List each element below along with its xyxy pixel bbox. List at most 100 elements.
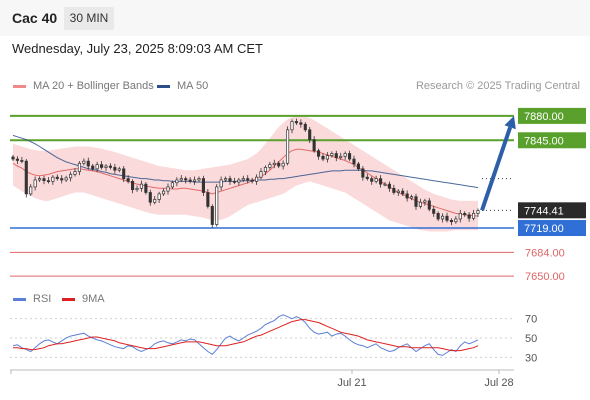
timestamp: Wednesday, July 23, 2025 8:09:03 AM CET <box>12 41 263 56</box>
bearish-candle <box>312 139 316 152</box>
x-axis-tick-label: Jul 28 <box>484 377 513 389</box>
bearish-candle <box>100 164 104 168</box>
bullish-candle <box>410 196 414 199</box>
bearish-candle <box>188 179 192 182</box>
bearish-candle <box>15 158 19 161</box>
bearish-candle <box>277 162 281 167</box>
bullish-candle <box>193 179 197 182</box>
bearish-candle <box>55 176 59 179</box>
ma50-line <box>12 134 479 189</box>
bullish-candle <box>272 162 276 165</box>
bullish-candle <box>343 153 347 157</box>
current-price-label: 7744.41 <box>524 205 564 217</box>
bearish-candle <box>113 167 117 171</box>
bearish-candle <box>449 220 453 223</box>
bullish-candle <box>472 213 476 219</box>
bearish-candle <box>144 183 148 193</box>
bearish-candle <box>206 192 210 207</box>
bearish-candle <box>60 178 64 181</box>
resistance-level-label: 7845.00 <box>524 135 564 147</box>
bullish-candle <box>135 187 139 191</box>
bullish-candle <box>104 165 108 168</box>
bearish-candle <box>46 180 50 183</box>
rsi-swatch <box>13 297 26 301</box>
bearish-candle <box>42 178 46 182</box>
ma9-swatch <box>62 297 75 301</box>
bearish-candle <box>246 178 250 181</box>
forecast-arrow-head <box>504 115 516 130</box>
bearish-candle <box>250 179 254 182</box>
bearish-candle <box>361 168 365 178</box>
pivot-level-tag <box>518 220 586 237</box>
bearish-candle <box>317 150 321 157</box>
ma50-label: MA 50 <box>177 80 209 92</box>
ma20-line <box>12 148 479 217</box>
forecast-arrow-shaft <box>480 126 513 211</box>
ma20-label: MA 20 + Bollinger Bands <box>33 80 154 92</box>
bullish-candle <box>139 183 143 189</box>
bullish-candle <box>441 215 445 220</box>
bearish-candle <box>201 178 205 193</box>
bullish-candle <box>51 176 55 182</box>
bullish-candle <box>290 121 294 131</box>
bullish-candle <box>286 129 290 164</box>
bullish-candle <box>418 201 422 207</box>
legend-ma50: MA 50 <box>157 80 208 92</box>
bearish-candle <box>91 165 95 170</box>
bullish-candle <box>330 153 334 156</box>
bullish-candle <box>219 179 223 188</box>
support-level-label: 7650.00 <box>525 271 565 283</box>
timeframe-badge[interactable]: 30 MIN <box>64 7 114 30</box>
bullish-candle <box>82 160 86 164</box>
rsi-tick-label: 70 <box>525 314 537 326</box>
rsi-line <box>12 314 479 356</box>
legend-ma20: MA 20 + Bollinger Bands <box>13 80 154 92</box>
bullish-candle <box>153 199 157 203</box>
support-level-label: 7684.00 <box>525 247 565 259</box>
bullish-candle <box>237 179 241 183</box>
legend-9ma: 9MA <box>62 293 105 305</box>
bullish-candle <box>64 177 68 181</box>
bearish-candle <box>445 215 449 221</box>
bearish-candle <box>387 183 391 189</box>
bearish-candle <box>370 178 374 182</box>
bearish-candle <box>427 200 431 210</box>
bullish-candle <box>69 174 73 179</box>
bearish-candle <box>321 155 325 160</box>
bullish-candle <box>263 167 267 172</box>
ma9-label: 9MA <box>82 293 105 305</box>
bullish-candle <box>157 193 161 200</box>
bullish-candle <box>166 186 170 192</box>
bullish-candle <box>224 178 228 181</box>
bearish-candle <box>303 123 307 131</box>
bearish-candle <box>126 178 130 182</box>
bearish-candle <box>299 122 303 125</box>
bearish-candle <box>405 193 409 199</box>
bullish-candle <box>268 164 272 168</box>
bearish-candle <box>24 160 28 195</box>
bullish-candle <box>281 162 285 167</box>
bearish-candle <box>463 213 467 216</box>
bearish-candle <box>148 192 152 203</box>
bearish-candle <box>401 190 405 195</box>
bullish-candle <box>255 176 259 182</box>
bearish-candle <box>392 187 396 193</box>
bullish-candle <box>33 179 37 188</box>
rsi-tick-label: 50 <box>525 333 537 345</box>
bullish-candle <box>423 200 427 203</box>
bullish-candle <box>197 178 201 181</box>
bullish-candle <box>77 162 81 172</box>
bullish-candle <box>396 190 400 193</box>
legend-rsi: RSI <box>13 293 51 305</box>
bullish-candle <box>175 179 179 184</box>
bullish-candle <box>117 168 121 171</box>
symbol-title: Cac 40 <box>12 10 58 26</box>
bearish-candle <box>20 160 24 162</box>
bearish-candle <box>294 121 298 124</box>
bullish-candle <box>179 178 183 181</box>
resistance-level-tag <box>518 132 586 149</box>
rsi-label: RSI <box>33 293 52 305</box>
bullish-candle <box>339 155 343 159</box>
bearish-candle <box>308 129 312 140</box>
